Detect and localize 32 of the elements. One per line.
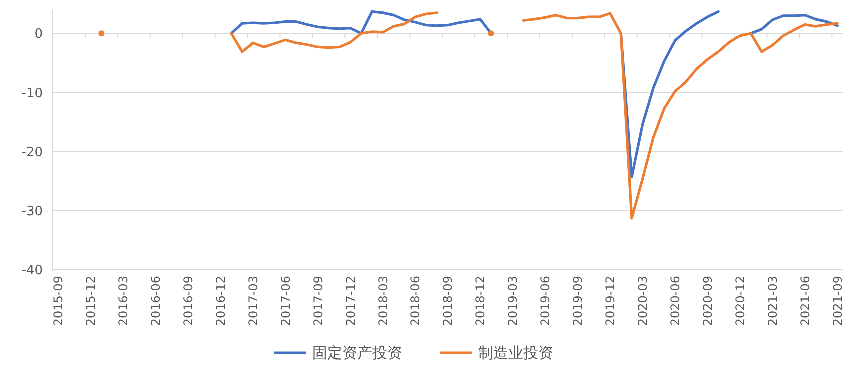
x-tick-label: 2019-06 — [538, 276, 553, 326]
x-tick-label: 2015-09 — [52, 276, 66, 326]
x-tick-label: 2020-06 — [668, 276, 682, 326]
x-tick-label: 2017-06 — [278, 276, 293, 326]
x-tick-label: 2020-09 — [700, 276, 715, 326]
x-tick-label: 2019-03 — [506, 276, 520, 326]
x-tick-label: 2019-12 — [604, 276, 618, 326]
x-tick-label: 2017-12 — [344, 276, 358, 326]
x-tick-label: 2016-09 — [181, 276, 196, 326]
y-tick-label: 0 — [34, 27, 43, 42]
x-tick-label: 2018-09 — [441, 276, 456, 326]
x-tick-label: 2016-12 — [214, 276, 228, 326]
y-tick-label: -30 — [22, 204, 43, 220]
legend-label: 制造业投资 — [478, 344, 554, 362]
x-tick-label: 2016-03 — [116, 276, 131, 326]
x-tick-label: 2020-12 — [733, 276, 748, 326]
x-tick-label: 2021-09 — [830, 276, 845, 326]
legend-label: 固定资产投资 — [312, 344, 402, 362]
x-tick-label: 2019-09 — [571, 276, 586, 326]
y-tick-label: -10 — [22, 86, 43, 102]
x-tick-label: 2018-06 — [408, 276, 423, 326]
x-tick-label: 2020-03 — [636, 276, 650, 326]
y-tick-label: -40 — [22, 264, 43, 279]
x-tick-label: 2017-03 — [246, 276, 260, 326]
x-tick-label: 2021-06 — [798, 276, 812, 326]
x-tick-label: 2015-12 — [84, 276, 98, 326]
x-tick-label: 2017-09 — [311, 276, 326, 326]
x-tick-label: 2018-12 — [474, 276, 488, 326]
x-tick-label: 2018-03 — [376, 276, 390, 326]
x-tick-label: 2016-06 — [149, 276, 164, 326]
x-tick-label: 2021-03 — [766, 276, 780, 326]
y-tick-label: -20 — [22, 145, 43, 160]
